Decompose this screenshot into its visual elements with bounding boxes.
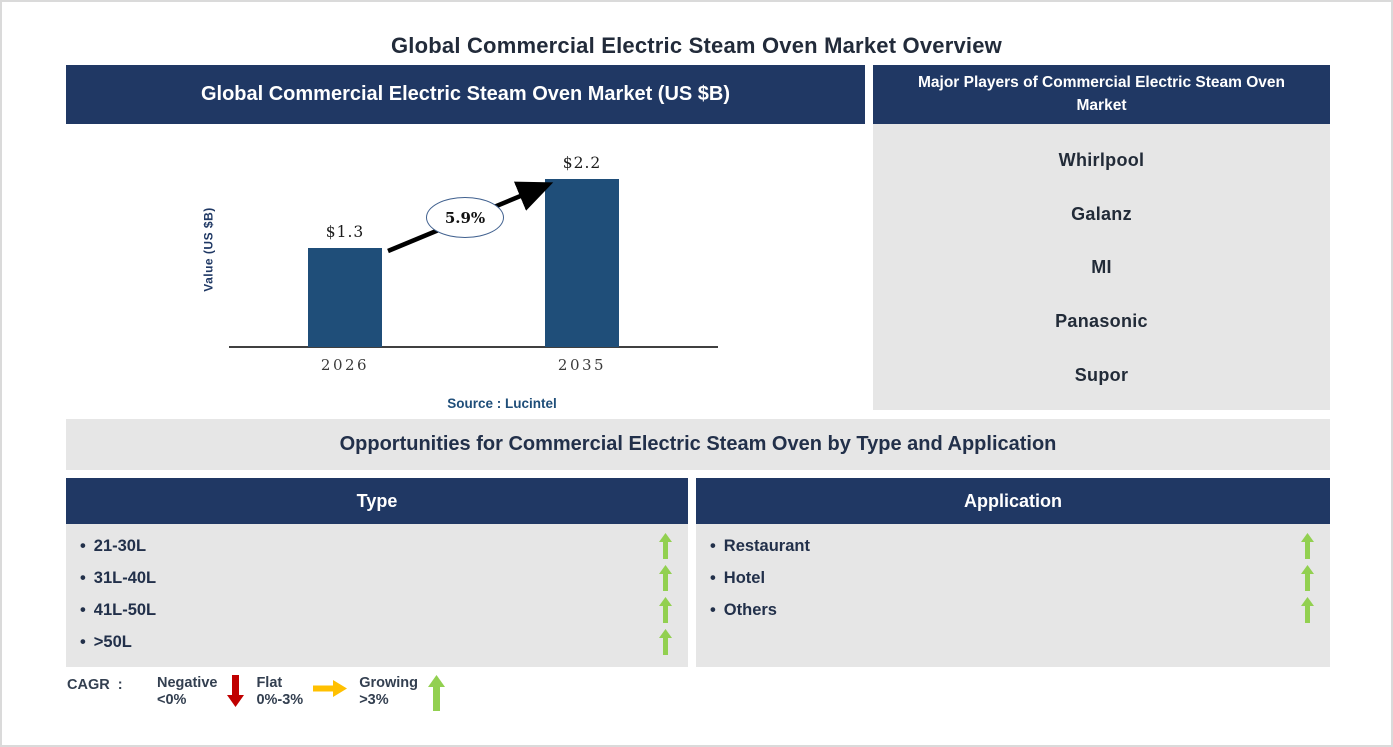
cagr-badge: 5.9% xyxy=(426,197,504,238)
growing-up-arrow-icon xyxy=(659,597,672,623)
application-list: • Restaurant • Hotel • Others xyxy=(696,524,1330,667)
type-item-label: 31L-40L xyxy=(93,568,157,587)
x-tick-2035: 2035 xyxy=(557,356,607,374)
growing-up-arrow-icon xyxy=(1301,565,1314,591)
growing-up-arrow-icon xyxy=(659,629,672,655)
type-item-label: 21-30L xyxy=(93,536,147,555)
major-players-header: Major Players of Commercial Electric Ste… xyxy=(873,65,1330,124)
bullet: • xyxy=(710,568,716,587)
type-list: • 21-30L • 31L-40L • 41L-50L • >50L xyxy=(66,524,688,667)
growing-up-arrow-icon xyxy=(1301,597,1314,623)
type-list-item: • 41L-50L xyxy=(66,594,688,626)
application-item-label: Others xyxy=(723,600,777,619)
player-item: Panasonic xyxy=(1055,311,1148,332)
type-list-item: • 21-30L xyxy=(66,530,688,562)
growing-up-arrow-icon xyxy=(1301,533,1314,559)
type-list-item: • >50L xyxy=(66,626,688,658)
type-item-label: >50L xyxy=(93,632,132,651)
growing-up-arrow-icon xyxy=(428,675,446,711)
cagr-growth-arrow-icon xyxy=(387,181,554,254)
legend-entry-name: Negative xyxy=(157,675,218,691)
opportunities-banner: Opportunities for Commercial Electric St… xyxy=(66,419,1330,470)
player-item: MI xyxy=(1091,257,1112,278)
bullet: • xyxy=(80,632,86,651)
application-list-item: • Hotel xyxy=(696,562,1330,594)
growing-up-arrow-icon xyxy=(659,533,672,559)
application-list-item: • Restaurant xyxy=(696,530,1330,562)
player-item: Whirlpool xyxy=(1058,150,1145,171)
bar-value-2026: $1.3 xyxy=(325,223,365,241)
growing-up-arrow-icon xyxy=(659,565,672,591)
legend-entry-growing: Growing >3% xyxy=(359,675,418,709)
bullet: • xyxy=(80,536,86,555)
bar-value-2035: $2.2 xyxy=(562,154,602,172)
legend-entry-negative: Negative <0% xyxy=(157,675,217,709)
flat-right-arrow-icon xyxy=(313,680,348,697)
cagr-legend: CAGR : Negative <0% Flat 0%-3% Growing >… xyxy=(67,675,457,711)
type-list-item: • 31L-40L xyxy=(66,562,688,594)
market-bar-chart: Value (US $B) $1.3 $2.2 5.9% 2026 2035 S… xyxy=(66,124,865,419)
bullet: • xyxy=(80,600,86,619)
major-players-panel: Whirlpool Galanz MI Panasonic Supor xyxy=(873,124,1330,410)
legend-entry-flat: Flat 0%-3% xyxy=(256,675,303,709)
page-title: Global Commercial Electric Steam Oven Ma… xyxy=(391,33,1002,58)
application-column-header: Application xyxy=(696,478,1330,524)
x-tick-2026: 2026 xyxy=(320,356,370,374)
bullet: • xyxy=(710,536,716,555)
application-item-label: Restaurant xyxy=(723,536,810,555)
y-axis-label: Value (US $B) xyxy=(201,207,216,292)
chart-section-header: Global Commercial Electric Steam Oven Ma… xyxy=(66,65,865,124)
bullet: • xyxy=(80,568,86,587)
player-item: Supor xyxy=(1074,364,1129,385)
type-column-header: Type xyxy=(66,478,688,524)
x-axis-line xyxy=(229,346,718,348)
bar-2035 xyxy=(545,179,619,347)
player-item: Galanz xyxy=(1071,203,1132,224)
legend-entry-name: Growing xyxy=(359,675,419,691)
bar-2026 xyxy=(308,248,382,347)
application-item-label: Hotel xyxy=(723,568,766,587)
source-note: Source : Lucintel xyxy=(447,396,557,411)
application-list-item: • Others xyxy=(696,594,1330,626)
legend-entry-range: 0%-3% xyxy=(256,692,304,708)
negative-down-arrow-icon xyxy=(227,675,245,707)
legend-entry-name: Flat xyxy=(256,675,283,691)
bullet: • xyxy=(710,600,716,619)
legend-entry-range: <0% xyxy=(157,692,187,708)
legend-title: CAGR : xyxy=(67,677,123,693)
legend-entry-range: >3% xyxy=(359,692,389,708)
type-item-label: 41L-50L xyxy=(93,600,157,619)
